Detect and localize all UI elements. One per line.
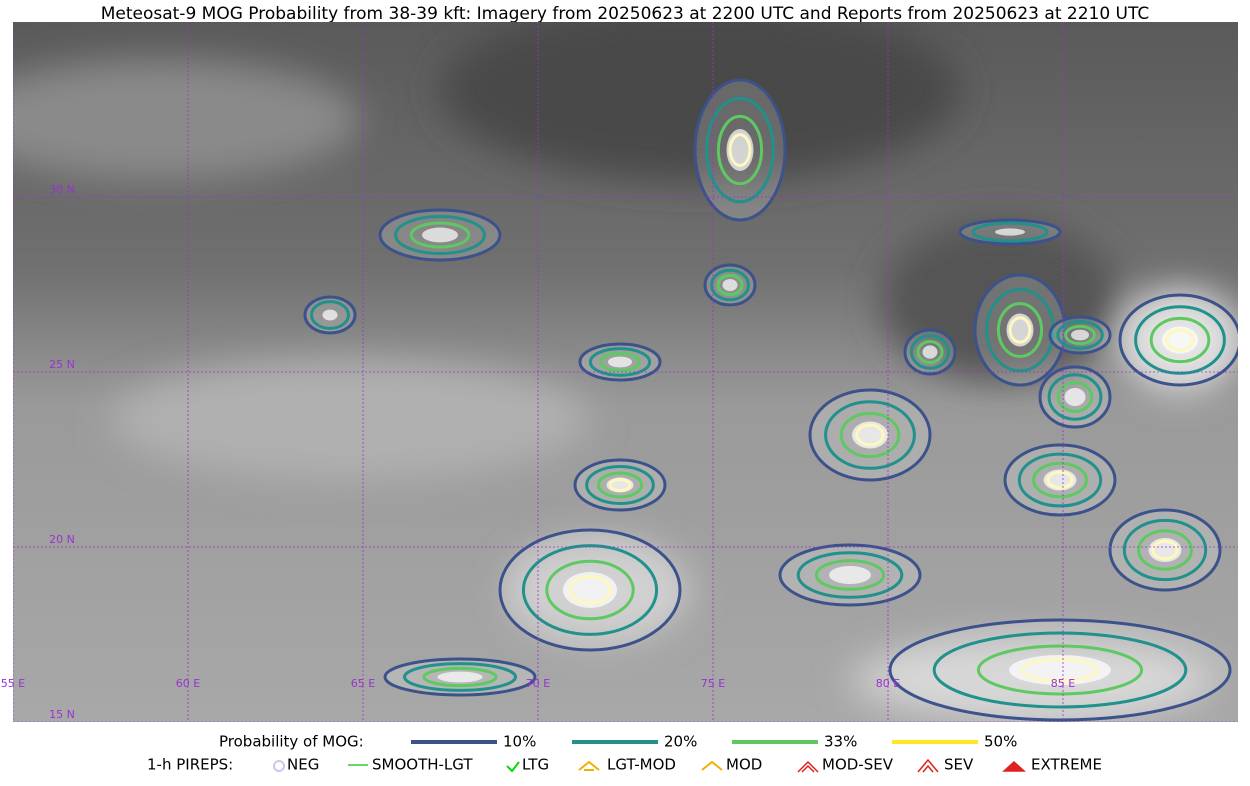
contour	[710, 268, 750, 302]
lon-label: 85 E	[1051, 677, 1075, 690]
contour	[599, 351, 641, 373]
contours	[303, 78, 1238, 722]
bright-cloud	[608, 356, 632, 368]
bright-cloud	[726, 129, 754, 171]
bright-cloud	[1006, 313, 1034, 347]
bright-cloud	[1009, 655, 1111, 685]
legend-label: NEG	[287, 756, 319, 774]
contour	[1017, 452, 1103, 508]
bright-cloud	[722, 279, 738, 291]
contour	[976, 644, 1144, 696]
legend-label: EXTREME	[1031, 756, 1102, 774]
lat-label: 25 N	[49, 358, 75, 371]
bright-cloud	[1071, 329, 1089, 341]
contour	[916, 339, 944, 365]
pirep-icon	[578, 760, 600, 771]
legend-label: LTG	[522, 756, 549, 774]
map	[13, 22, 1238, 722]
legend-label: 33%	[824, 733, 857, 751]
pirep-icon	[917, 758, 939, 773]
lat-label: 15 N	[49, 708, 75, 721]
bright-cloud	[606, 477, 634, 493]
contour	[910, 334, 950, 370]
bright-cloud	[1148, 538, 1182, 562]
contour	[971, 221, 1049, 243]
bright-cloud	[1064, 388, 1086, 406]
bright-cloud	[922, 345, 938, 359]
graticule	[13, 22, 1238, 722]
contour	[824, 400, 916, 470]
legend-label: MOD-SEV	[822, 756, 894, 774]
bright-cloud	[422, 227, 458, 243]
bright-cloud	[563, 572, 617, 608]
contour	[422, 666, 498, 688]
bright-cloud	[995, 228, 1025, 236]
contour	[985, 287, 1055, 373]
lon-label: 80 E	[876, 677, 900, 690]
legend-label: LGT-MOD	[607, 756, 676, 774]
contour	[716, 273, 744, 297]
contour	[394, 215, 486, 255]
contour	[996, 302, 1044, 358]
pirep-icon	[506, 761, 520, 773]
contour	[1134, 305, 1226, 375]
legend-title: 1-h PIREPS:	[147, 756, 233, 774]
bright-cloud	[437, 671, 483, 683]
lat-label: 20 N	[49, 533, 75, 546]
contour	[839, 411, 901, 459]
legend-label: 50%	[984, 733, 1017, 751]
title: Meteosat-9 MOG Probability from 38-39 kf…	[101, 4, 1150, 24]
legend-label: 10%	[503, 733, 536, 751]
legend-label: SMOOTH-LGT	[372, 756, 473, 774]
bright-cloud	[852, 421, 888, 449]
contour	[521, 544, 659, 636]
bright-cloud	[1043, 469, 1077, 491]
lon-label: 55 E	[1, 677, 25, 690]
contour	[588, 347, 652, 377]
contour	[705, 96, 775, 204]
legend-label: MOD	[726, 756, 762, 774]
lat-label: 30 N	[49, 183, 75, 196]
contour	[1032, 461, 1088, 499]
contour	[409, 221, 471, 249]
contour	[1064, 324, 1096, 346]
graticule-labels: 55 E 60 E 65 E 70 E 75 E 80 E 85 E 30 N 25 N 20 N…	[1, 183, 1075, 721]
pirep-icon	[1002, 760, 1026, 772]
contour	[545, 559, 635, 621]
legend-label: 20%	[664, 733, 697, 751]
contour	[1137, 529, 1193, 571]
contour	[403, 662, 517, 692]
contour	[1122, 518, 1208, 582]
pirep-icon	[701, 760, 723, 771]
bright-cloud	[1162, 326, 1198, 354]
bright-cloud	[829, 566, 871, 584]
contour	[1149, 316, 1211, 364]
legend-label: SEV	[944, 756, 974, 774]
lon-label: 70 E	[526, 677, 550, 690]
contour	[1056, 381, 1094, 413]
legend: Probability of MOG: 10% 20% 33% 50% 1-h PIREP…	[147, 733, 1102, 774]
contour	[932, 631, 1188, 709]
contour	[1056, 320, 1104, 350]
bright-cloud	[322, 309, 338, 321]
legend-title: Probability of MOG:	[219, 733, 364, 751]
contour	[1047, 373, 1103, 421]
lon-label: 75 E	[701, 677, 725, 690]
contour	[585, 465, 655, 505]
lon-label: 65 E	[351, 677, 375, 690]
pirep-icon	[273, 760, 285, 772]
contour	[310, 300, 350, 330]
lon-label: 60 E	[176, 677, 200, 690]
pirep-icon	[797, 760, 819, 773]
contour	[814, 559, 886, 591]
contour	[796, 551, 904, 599]
contour	[716, 114, 764, 186]
contour	[596, 471, 644, 499]
